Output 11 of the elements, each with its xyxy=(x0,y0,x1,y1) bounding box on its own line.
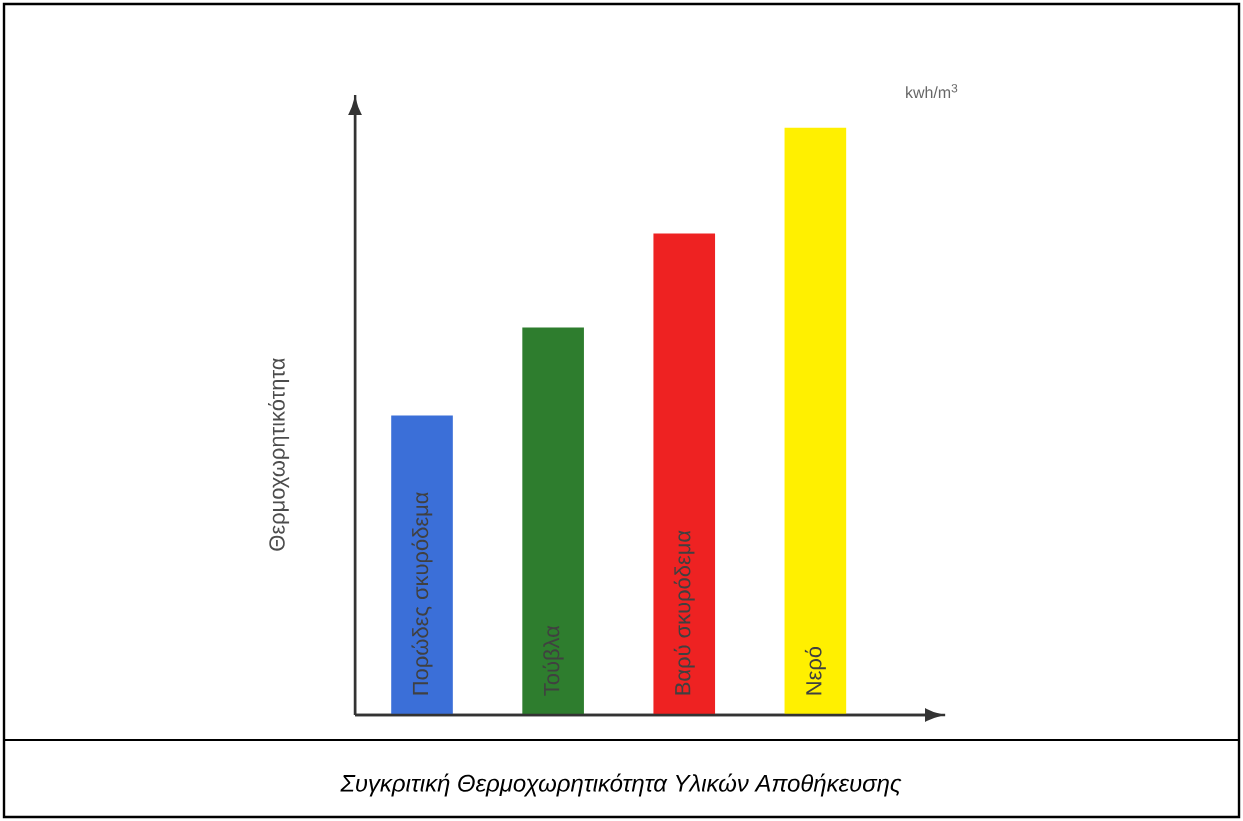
bar xyxy=(784,127,847,715)
text: Συγκριτική Θερμοχωρητικότητα Υλικών Αποθήκευσης xyxy=(340,773,902,797)
x-tick-label: Πορώδες σκυρόδεμα xyxy=(411,492,433,695)
x-tick-label: Νερό xyxy=(804,646,826,695)
text: kwh/m$^{3}$ xyxy=(906,83,958,99)
x-tick-label: Τούβλα xyxy=(542,625,564,696)
bar xyxy=(391,415,453,715)
y-axis-title: Θερμοχωρητικότητα xyxy=(268,358,290,551)
x-tick-label: Βαρύ σκυρόδεμα xyxy=(673,530,695,695)
bar xyxy=(522,327,584,715)
bar xyxy=(653,233,716,715)
